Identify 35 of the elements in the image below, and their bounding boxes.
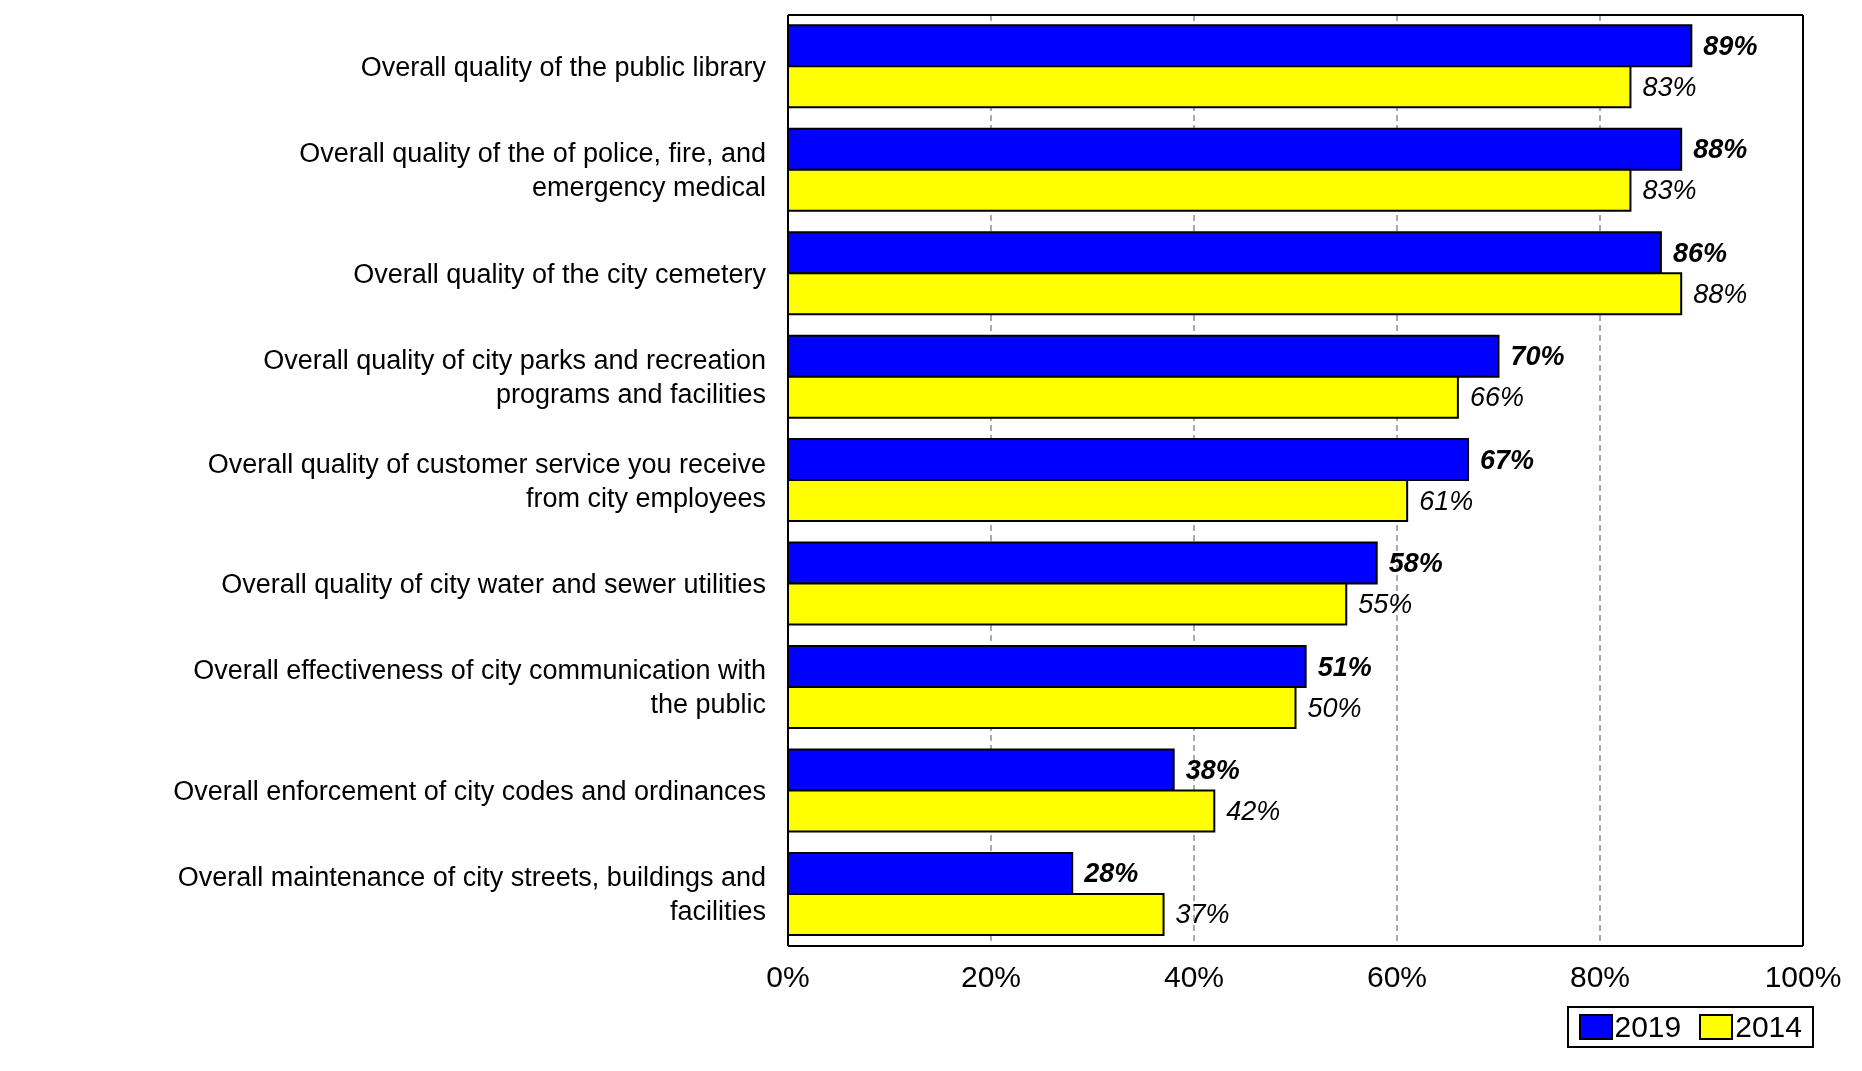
y-tick-label: Overall enforcement of city codes and ordinances	[173, 775, 766, 806]
data-label: 83%	[1642, 71, 1697, 102]
data-label: 86%	[1672, 237, 1727, 268]
x-tick-label: 20%	[960, 960, 1022, 994]
data-label: 50%	[1307, 692, 1362, 723]
y-tick-label: Overall maintenance of city streets, buildings and facilities	[177, 862, 766, 927]
data-label: 51%	[1317, 651, 1372, 682]
data-label: 70%	[1510, 341, 1565, 372]
x-tick-label: 40%	[1163, 960, 1225, 994]
data-label: 83%	[1642, 175, 1697, 206]
data-label: 28%	[1083, 858, 1139, 889]
y-tick-label: Overall quality of the of police, fire, and emergency medical	[299, 138, 766, 203]
y-tick-label: Overall quality of city water and sewer utilities	[221, 568, 766, 599]
x-tick-label: 60%	[1366, 960, 1428, 994]
y-tick-label: Overall quality of the public library	[360, 51, 767, 82]
y-tick-label: Overall quality of city parks and recreation programs and facilities	[263, 345, 766, 410]
data-label: 38%	[1185, 754, 1240, 785]
y-tick-label: Overall effectiveness of city communication with the public	[193, 655, 766, 720]
y-tick-label: Overall quality of customer service you receive from city employees	[207, 448, 766, 513]
data-label: 89%	[1703, 30, 1758, 61]
data-label: 55%	[1358, 589, 1413, 620]
x-tick-label: 80%	[1569, 960, 1631, 994]
data-label: 66%	[1469, 382, 1524, 413]
legend-label: 2019	[1614, 1010, 1682, 1044]
y-tick-label: Overall quality of the city cemetery	[353, 258, 767, 289]
x-tick-label: 100%	[1764, 960, 1842, 994]
x-tick-label: 0%	[766, 960, 810, 994]
data-label: 42%	[1226, 795, 1281, 826]
data-label: 37%	[1175, 899, 1230, 930]
data-label: 67%	[1480, 444, 1535, 475]
data-label: 88%	[1693, 134, 1748, 165]
data-label: 61%	[1419, 485, 1474, 516]
legend-label: 2014	[1735, 1010, 1802, 1044]
data-label: 58%	[1388, 548, 1443, 579]
data-label: 88%	[1693, 278, 1748, 309]
